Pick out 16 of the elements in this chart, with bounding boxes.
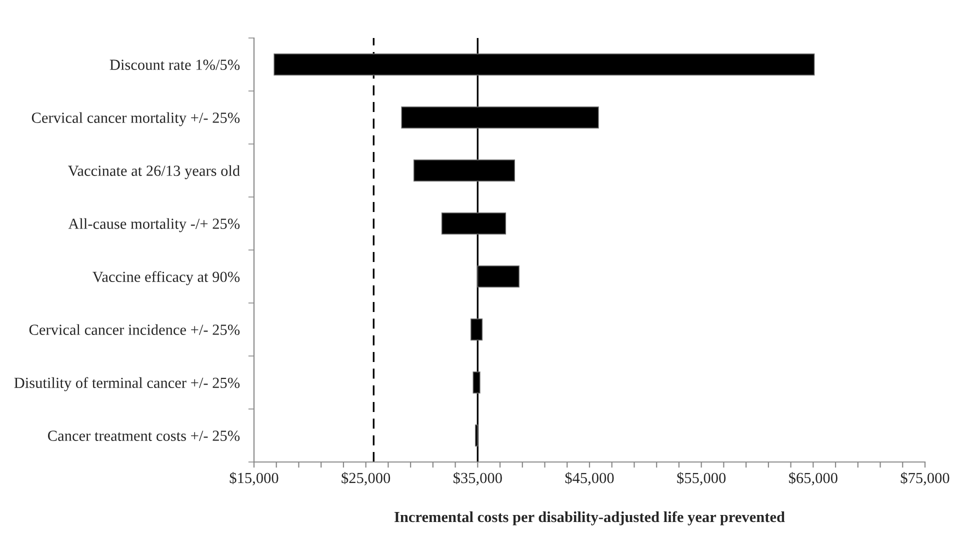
x-tick-label: $75,000 xyxy=(900,472,950,486)
y-tick-label: All-cause mortality -/+ 25% xyxy=(68,218,240,232)
y-tick-label: Vaccinate at 26/13 years old xyxy=(68,165,240,180)
y-tick-label: Cancer treatment costs +/- 25% xyxy=(48,430,240,441)
y-tick-label: Cervical cancer mortality +/- 25% xyxy=(32,112,240,126)
x-tick-label: $55,000 xyxy=(677,472,726,486)
y-tick-label: Cervical cancer incidence +/- 25% xyxy=(29,324,240,335)
y-tick-label: Discount rate 1%/5% xyxy=(110,60,240,70)
x-tick-label: $15,000 xyxy=(230,472,278,486)
x-tick-label: $25,000 xyxy=(342,472,390,486)
x-tick-label: $35,000 xyxy=(453,472,502,486)
x-tick-label: $45,000 xyxy=(565,472,614,486)
y-tick-label: Disutility of terminal cancer +/- 25% xyxy=(14,377,240,392)
x-axis-title: Incremental costs per disability-adjusted life year prevented xyxy=(394,511,785,526)
y-tick-label: Vaccine efficacy at 90% xyxy=(92,271,240,286)
x-tick-label: $65,000 xyxy=(788,472,838,486)
